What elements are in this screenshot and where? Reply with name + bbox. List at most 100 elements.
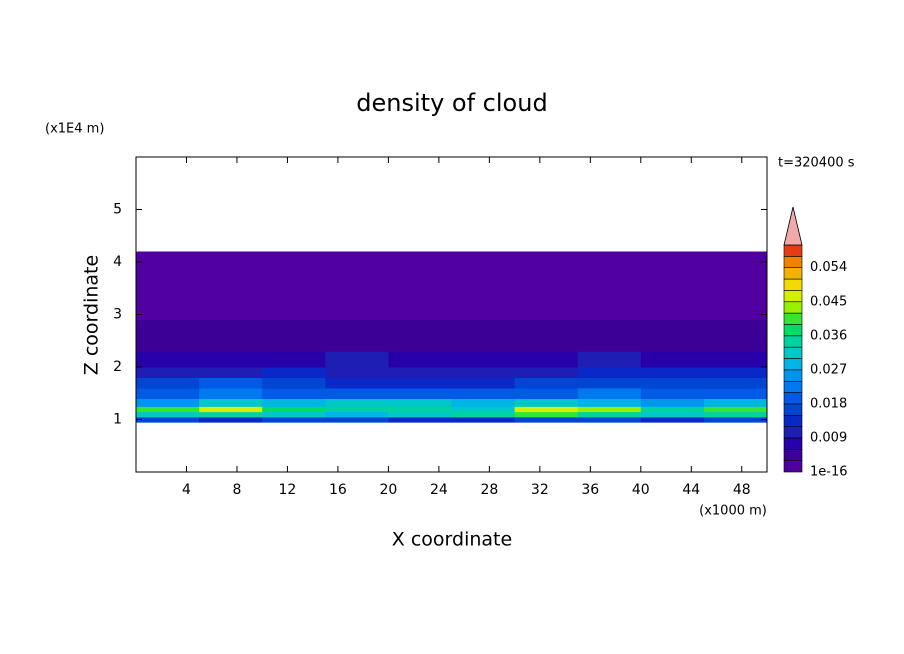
heat-cell xyxy=(136,298,200,321)
heat-cell xyxy=(199,298,263,321)
heat-cell xyxy=(640,319,705,336)
heat-cell xyxy=(199,416,263,423)
heat-cell xyxy=(703,406,768,413)
x-tick-label: 44 xyxy=(682,482,700,498)
heat-cell xyxy=(136,319,200,336)
heat-cell xyxy=(325,411,389,418)
heat-cell xyxy=(325,319,389,336)
heat-cell xyxy=(199,406,263,413)
x-tick-label: 4 xyxy=(182,482,191,498)
x-tick-label: 20 xyxy=(379,482,397,498)
colorbar-box xyxy=(783,358,803,371)
heat-cell xyxy=(388,398,452,407)
x-tick-label: 24 xyxy=(430,482,448,498)
x-tick-label: 8 xyxy=(232,482,241,498)
x-axis-label: X coordinate xyxy=(392,529,512,551)
colorbar-box xyxy=(783,414,803,427)
heat-cell xyxy=(136,335,200,352)
heat-cell xyxy=(451,388,516,399)
heat-cell xyxy=(136,388,200,399)
heat-cell xyxy=(703,277,768,300)
heat-cell xyxy=(514,335,579,352)
heat-cell xyxy=(388,262,452,279)
heat-cell xyxy=(577,277,642,300)
y-tick-label: 3 xyxy=(113,307,122,323)
heat-cell xyxy=(514,298,579,321)
heat-cell xyxy=(703,411,768,418)
heat-cell xyxy=(703,416,768,423)
heat-cell xyxy=(136,416,200,423)
colorbar-extend xyxy=(783,206,803,246)
heat-cell xyxy=(388,406,452,413)
colorbar-label: 0.018 xyxy=(810,396,847,411)
heat-cell xyxy=(451,298,516,321)
heat-cell xyxy=(325,416,389,423)
heat-cell xyxy=(640,351,705,368)
heat-cell xyxy=(577,251,642,263)
heat-cell xyxy=(703,251,768,263)
heat-cell xyxy=(514,406,579,413)
colorbar-label: 0.027 xyxy=(810,362,847,377)
heat-cell xyxy=(388,388,452,399)
heat-cell xyxy=(325,406,389,413)
heat-cell xyxy=(703,398,768,407)
heat-cell xyxy=(451,406,516,413)
heat-cell xyxy=(262,377,326,389)
heat-cell xyxy=(451,416,516,423)
heat-cell xyxy=(514,377,579,389)
colorbar-box xyxy=(783,256,803,269)
heat-cell xyxy=(325,398,389,407)
heat-cell xyxy=(640,251,705,263)
heat-cell xyxy=(577,398,642,407)
heat-cell xyxy=(514,319,579,336)
y-tick-label: 4 xyxy=(113,254,122,270)
heat-cell xyxy=(388,251,452,263)
heat-cell xyxy=(514,367,579,378)
heat-cell xyxy=(640,262,705,279)
heat-cell xyxy=(388,335,452,352)
heat-cell xyxy=(388,351,452,368)
x-tick-label: 32 xyxy=(531,482,549,498)
heat-cell xyxy=(703,367,768,378)
heat-cell xyxy=(136,367,200,378)
x-tick-label: 28 xyxy=(480,482,498,498)
colorbar-box xyxy=(783,244,803,257)
heat-cell xyxy=(262,277,326,300)
heat-cell xyxy=(388,416,452,423)
heat-cell xyxy=(514,251,579,263)
heat-cell xyxy=(451,319,516,336)
heat-cell xyxy=(514,262,579,279)
heat-cell xyxy=(703,262,768,279)
heat-cell xyxy=(640,277,705,300)
heat-cell xyxy=(199,398,263,407)
heat-cell xyxy=(577,416,642,423)
x-tick-label: 16 xyxy=(329,482,347,498)
heat-cell xyxy=(451,262,516,279)
colorbar-box xyxy=(783,369,803,382)
heat-cell xyxy=(577,411,642,418)
y-tick-label: 2 xyxy=(113,359,122,375)
x-tick-label: 40 xyxy=(632,482,650,498)
heat-cell xyxy=(262,298,326,321)
heat-cell xyxy=(325,298,389,321)
y-tick-label: 5 xyxy=(113,202,122,218)
heat-cell xyxy=(451,367,516,378)
heat-cell xyxy=(388,298,452,321)
chart-title: density of cloud xyxy=(356,89,547,117)
heat-cell xyxy=(136,351,200,368)
x-unit: (x1000 m) xyxy=(699,504,767,519)
colorbar-box xyxy=(783,290,803,303)
heat-cell xyxy=(640,335,705,352)
heat-cell xyxy=(136,262,200,279)
heat-cell xyxy=(199,351,263,368)
heat-cell xyxy=(640,298,705,321)
colorbar-box xyxy=(783,267,803,280)
heat-cell xyxy=(703,351,768,368)
heat-cell xyxy=(136,277,200,300)
heat-cell xyxy=(199,411,263,418)
colorbar-box xyxy=(783,448,803,461)
heat-cell xyxy=(325,351,389,368)
heat-cell xyxy=(199,377,263,389)
heat-cell xyxy=(199,367,263,378)
colorbar-label: 1e-16 xyxy=(810,465,848,480)
